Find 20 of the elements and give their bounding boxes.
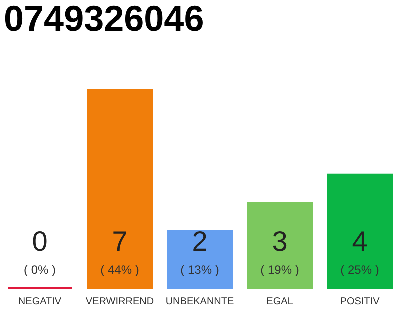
data-label: 0: [32, 226, 48, 257]
annotation: ( 25% ): [340, 263, 380, 277]
annotation: ( 44% ): [100, 263, 140, 277]
x-tick-label: EGAL: [266, 296, 294, 308]
annotation: ( 13% ): [180, 263, 220, 277]
annotation: ( 0% ): [24, 263, 56, 277]
bar: [167, 230, 233, 289]
annotation: ( 19% ): [260, 263, 300, 277]
bar: [87, 89, 153, 289]
x-tick-label: VERWIRREND: [86, 296, 154, 308]
data-label: 2: [192, 226, 208, 257]
x-tick-label: UNBEKANNTE: [166, 296, 234, 308]
bar: [247, 202, 313, 289]
x-tick-label: POSITIV: [340, 296, 380, 308]
data-label: 7: [112, 226, 128, 257]
chart-title: 0749326046: [4, 0, 204, 39]
data-label: 4: [352, 226, 368, 257]
bar: [327, 174, 393, 289]
data-label: 3: [272, 226, 288, 257]
x-tick-label: NEGATIV: [18, 296, 62, 308]
